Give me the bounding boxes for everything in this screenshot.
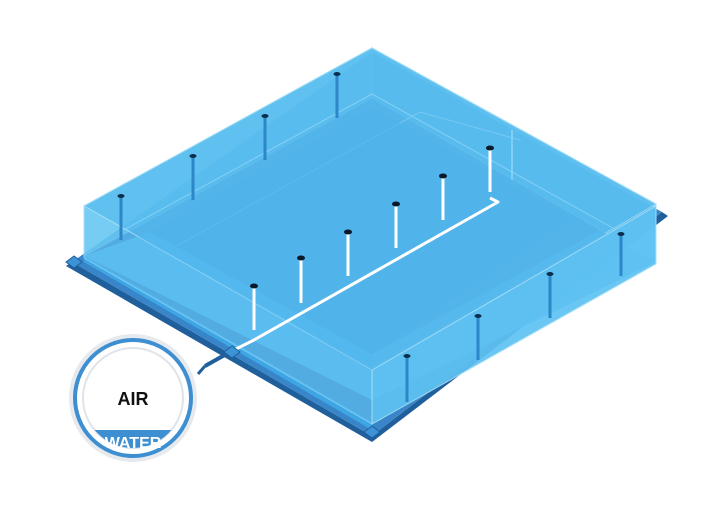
vent-post-caps-left: [117, 72, 341, 198]
diffuser-pipe-openings: [250, 145, 494, 289]
diffuser-drop-pipes: [252, 148, 492, 330]
vent-posts-right: [405, 234, 623, 402]
gauge-water-label: WATER: [105, 435, 162, 452]
air-distribution-manifold: [196, 196, 500, 375]
basin-front-walls: [83, 205, 657, 430]
air-water-gauge-icon: AIR WATER: [69, 334, 197, 462]
gauge-air-label: AIR: [118, 389, 149, 409]
vent-posts-left: [119, 74, 339, 240]
vent-post-caps-right: [403, 232, 625, 358]
corner-anchors: [65, 255, 381, 439]
